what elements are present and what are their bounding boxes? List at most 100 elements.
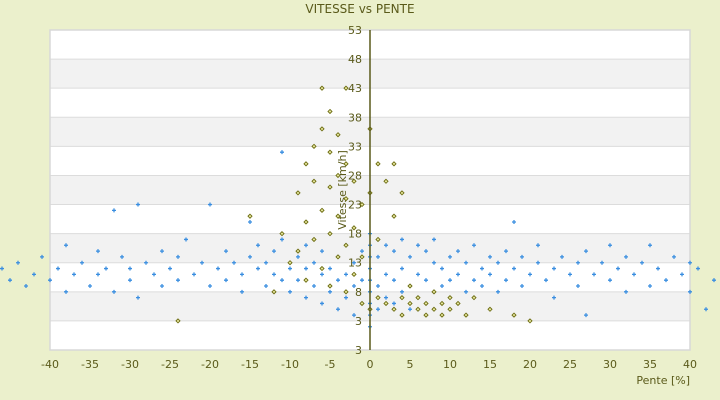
data-point-plus bbox=[328, 266, 332, 271]
data-point-plus bbox=[280, 278, 284, 283]
data-point-diamond bbox=[511, 312, 517, 318]
data-point-plus bbox=[688, 289, 692, 294]
data-point-plus bbox=[656, 266, 660, 271]
data-point-plus bbox=[456, 249, 460, 254]
data-point-plus bbox=[384, 243, 388, 248]
data-point-plus bbox=[464, 289, 468, 294]
data-point-diamond bbox=[399, 190, 405, 196]
data-point-plus bbox=[304, 266, 308, 271]
data-point-plus bbox=[352, 260, 356, 265]
data-point-plus bbox=[176, 278, 180, 283]
data-point-plus bbox=[376, 284, 380, 288]
data-point-plus bbox=[336, 307, 340, 312]
data-point-plus bbox=[576, 260, 580, 265]
data-point-diamond bbox=[447, 306, 453, 312]
data-point-plus bbox=[160, 249, 164, 254]
data-point-plus bbox=[272, 249, 276, 254]
data-point-plus bbox=[80, 260, 84, 265]
data-point-plus bbox=[216, 266, 220, 271]
data-point-diamond bbox=[399, 294, 405, 301]
data-point-diamond bbox=[471, 294, 477, 301]
x-tick-label: -20 bbox=[201, 358, 219, 371]
data-point-plus bbox=[624, 254, 628, 259]
y-axis-label: Vitesse [km/h] bbox=[336, 150, 349, 230]
data-point-plus bbox=[624, 289, 628, 294]
data-point-diamond bbox=[327, 283, 333, 289]
data-point-plus bbox=[264, 284, 268, 288]
data-points bbox=[0, 85, 716, 329]
x-tick-label: 5 bbox=[407, 358, 414, 371]
data-point-diamond bbox=[359, 254, 365, 260]
data-point-plus bbox=[408, 307, 412, 312]
data-point-plus bbox=[96, 272, 100, 277]
data-point-plus bbox=[408, 254, 412, 259]
data-point-diamond bbox=[359, 201, 365, 208]
data-point-plus bbox=[296, 254, 300, 259]
data-point-plus bbox=[136, 202, 140, 207]
data-point-plus bbox=[536, 243, 540, 248]
data-point-plus bbox=[424, 278, 428, 283]
data-point-plus bbox=[640, 260, 644, 265]
data-point-plus bbox=[144, 260, 148, 265]
x-tick-label: 40 bbox=[683, 358, 697, 371]
data-point-plus bbox=[448, 278, 452, 283]
data-point-plus bbox=[432, 237, 436, 242]
data-point-plus bbox=[544, 278, 548, 283]
x-tick-label: 10 bbox=[443, 358, 457, 371]
y-tick-label: 53 bbox=[348, 24, 362, 37]
data-point-diamond bbox=[415, 306, 421, 312]
data-point-plus bbox=[280, 150, 284, 155]
data-point-diamond bbox=[383, 300, 389, 307]
data-point-diamond bbox=[455, 300, 461, 307]
data-point-diamond bbox=[487, 306, 493, 312]
data-point-diamond bbox=[439, 300, 445, 307]
data-point-plus bbox=[200, 260, 204, 265]
data-point-plus bbox=[344, 295, 348, 300]
data-point-plus bbox=[632, 272, 636, 277]
data-point-plus bbox=[96, 249, 100, 254]
y-tick-label: 33 bbox=[348, 140, 362, 153]
data-point-plus bbox=[240, 272, 244, 277]
data-point-plus bbox=[336, 278, 340, 283]
data-point-plus bbox=[424, 249, 428, 254]
data-point-plus bbox=[248, 254, 252, 259]
data-point-plus bbox=[608, 243, 612, 248]
x-tick-label: -30 bbox=[121, 358, 139, 371]
data-point-plus bbox=[16, 260, 20, 265]
data-point-plus bbox=[128, 266, 132, 271]
data-point-plus bbox=[384, 272, 388, 277]
data-point-plus bbox=[600, 260, 604, 265]
data-point-diamond bbox=[335, 132, 341, 138]
data-point-plus bbox=[296, 278, 300, 283]
data-point-diamond bbox=[399, 312, 405, 318]
data-point-plus bbox=[344, 272, 348, 277]
data-point-plus bbox=[680, 272, 684, 277]
data-point-plus bbox=[648, 284, 652, 288]
data-point-plus bbox=[64, 243, 68, 248]
data-point-plus bbox=[168, 266, 172, 271]
data-point-plus bbox=[584, 249, 588, 254]
data-point-plus bbox=[152, 272, 156, 277]
data-point-diamond bbox=[319, 265, 325, 272]
data-point-plus bbox=[288, 289, 292, 294]
data-point-plus bbox=[648, 243, 652, 248]
data-point-plus bbox=[608, 278, 612, 283]
data-point-plus bbox=[456, 272, 460, 277]
x-tick-label: 20 bbox=[523, 358, 537, 371]
data-point-diamond bbox=[319, 207, 325, 214]
data-point-plus bbox=[304, 243, 308, 248]
data-point-diamond bbox=[311, 143, 317, 150]
data-point-diamond bbox=[351, 225, 357, 231]
data-point-plus bbox=[400, 237, 404, 242]
data-point-plus bbox=[520, 284, 524, 288]
x-tick-label: -40 bbox=[41, 358, 59, 371]
data-point-diamond bbox=[431, 306, 437, 312]
data-point-diamond bbox=[391, 161, 397, 167]
data-point-diamond bbox=[431, 289, 437, 295]
data-point-plus bbox=[576, 284, 580, 288]
data-point-diamond bbox=[327, 230, 333, 237]
data-point-diamond bbox=[287, 260, 293, 266]
data-point-plus bbox=[568, 272, 572, 277]
data-point-diamond bbox=[335, 213, 341, 219]
